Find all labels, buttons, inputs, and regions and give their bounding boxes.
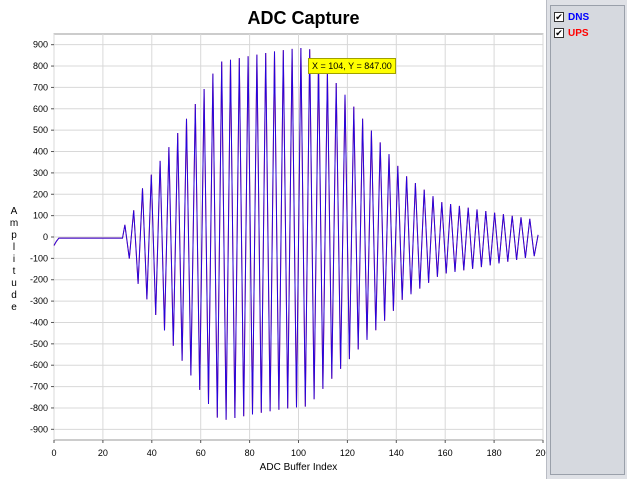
y-axis-label-letter: A — [11, 206, 18, 217]
data-point-tooltip: X = 104, Y = 847.00 — [308, 58, 396, 74]
adc-capture-chart: 9008007006005004003002001000-100-200-300… — [10, 8, 546, 473]
x-tick-label: 120 — [340, 448, 355, 458]
y-tick-label: 300 — [33, 168, 48, 178]
x-tick-label: 40 — [147, 448, 157, 458]
y-tick-label: 100 — [33, 211, 48, 221]
y-tick-label: 400 — [33, 147, 48, 157]
dns-checkbox[interactable]: ✔ — [554, 12, 564, 22]
y-tick-label: 200 — [33, 189, 48, 199]
y-tick-label: -200 — [30, 275, 48, 285]
y-axis-label-letter: t — [13, 266, 16, 277]
y-tick-label: 900 — [33, 40, 48, 50]
ups-check-mark: ✔ — [555, 28, 563, 38]
legend-list: ✔ DNS ✔ UPS — [550, 5, 625, 475]
y-tick-label: 800 — [33, 61, 48, 71]
legend-label-dns: DNS — [568, 11, 590, 23]
legend-panel: ✔ DNS ✔ UPS — [546, 0, 627, 479]
y-tick-label: -800 — [30, 403, 48, 413]
x-axis-label: ADC Buffer Index — [260, 462, 338, 473]
chart-area: 900 800 700 600 500 400 300 200 100 0 -100 -200 -300… — [9, 8, 546, 473]
y-tick-label: 0 — [43, 232, 48, 242]
x-tick-label: 100 — [291, 448, 306, 458]
legend-label-ups: UPS — [568, 27, 589, 39]
y-tick-label: -900 — [30, 424, 48, 434]
ups-checkbox[interactable]: ✔ — [554, 28, 564, 38]
x-tick-label: 160 — [438, 448, 453, 458]
y-axis-label-letter: e — [11, 302, 17, 313]
y-tick-label: 600 — [33, 104, 48, 114]
y-axis-label-letter: p — [11, 230, 17, 241]
y-tick-label: -700 — [30, 382, 48, 392]
x-tick-label: 200 — [535, 448, 546, 458]
y-tick-label: 700 — [33, 82, 48, 92]
chart-title: ADC Capture — [247, 8, 359, 28]
y-tick-label: -100 — [30, 253, 48, 263]
legend-item-ups[interactable]: ✔ UPS — [554, 26, 589, 40]
dns-check-mark: ✔ — [555, 12, 563, 22]
x-tick-label: 0 — [51, 448, 56, 458]
y-tick-label: -300 — [30, 296, 48, 306]
series-dns-line — [53, 47, 539, 420]
y-axis-label-letter: d — [11, 290, 17, 301]
y-tick-label: -500 — [30, 339, 48, 349]
y-tick-label: -400 — [30, 317, 48, 327]
x-tick-label: 80 — [245, 448, 255, 458]
x-tick-label: 60 — [196, 448, 206, 458]
legend-item-dns[interactable]: ✔ DNS — [554, 10, 589, 24]
y-tick-label: 500 — [33, 125, 48, 135]
x-tick-label: 20 — [98, 448, 108, 458]
y-axis-label-letter: u — [11, 278, 17, 289]
y-axis-label-letter: l — [13, 242, 15, 253]
y-axis-label-letter: i — [13, 254, 15, 265]
y-tick-label: -600 — [30, 360, 48, 370]
x-tick-label: 180 — [487, 448, 502, 458]
y-axis-label-letter: m — [10, 218, 18, 229]
x-tick-label: 140 — [389, 448, 404, 458]
